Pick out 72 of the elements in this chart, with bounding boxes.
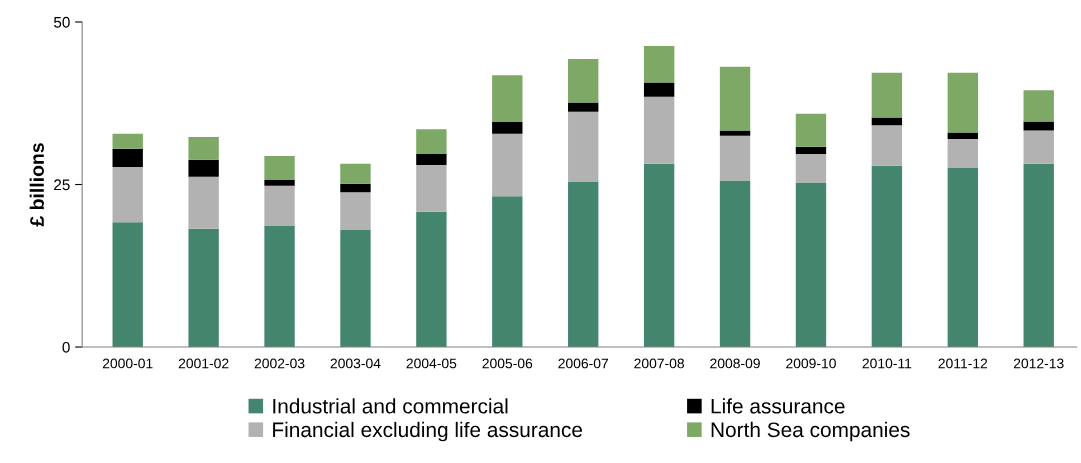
bar <box>1023 130 1054 164</box>
bar <box>719 130 751 136</box>
bar <box>264 179 295 186</box>
bar <box>492 122 523 134</box>
bar <box>1023 90 1054 122</box>
bar <box>112 148 143 167</box>
bar <box>947 139 978 168</box>
x-tick-label: 2006-07 <box>558 358 608 369</box>
bar <box>416 129 447 154</box>
x-tick-label: 2003-04 <box>330 358 381 369</box>
x-tick-label: 2000-01 <box>102 358 153 369</box>
bar <box>1023 121 1054 131</box>
bar <box>188 228 219 348</box>
bar <box>795 182 827 348</box>
bar <box>264 155 295 180</box>
bar <box>947 132 978 139</box>
x-tick-label: 2005-06 <box>482 358 533 369</box>
bar <box>719 66 751 131</box>
x-tick-label: 2009-10 <box>786 358 836 369</box>
bar <box>492 75 523 123</box>
bar <box>871 72 903 118</box>
bar <box>568 181 599 348</box>
bar <box>795 146 827 154</box>
bar <box>340 183 371 193</box>
bar <box>188 137 219 160</box>
y-tick-label: 0 <box>62 341 70 353</box>
bar <box>871 165 903 348</box>
bar <box>643 82 675 97</box>
bar <box>719 180 751 348</box>
bar <box>492 133 523 197</box>
legend-label: Industrial and commercial <box>273 398 508 414</box>
bar <box>871 125 903 166</box>
bar <box>643 46 675 83</box>
bar <box>340 163 371 184</box>
bar <box>188 159 219 177</box>
bar <box>340 192 371 231</box>
y-tick-label: 25 <box>54 179 70 191</box>
bar <box>112 133 143 149</box>
bar <box>568 111 599 182</box>
bar <box>643 96 675 164</box>
x-tick-label: 2010-11 <box>862 358 912 369</box>
legend-label: North Sea companies <box>711 421 910 442</box>
y-tick-label: 50 <box>53 16 70 28</box>
x-tick-label: 2001-02 <box>178 358 229 369</box>
bar <box>568 59 599 103</box>
x-tick-label: 2012-13 <box>1013 358 1064 369</box>
x-tick-label: 2004-05 <box>406 358 457 369</box>
bar <box>340 230 371 348</box>
bar <box>264 185 295 227</box>
bar <box>416 153 447 165</box>
bar <box>795 113 827 147</box>
bar <box>112 166 143 223</box>
bar <box>947 72 978 133</box>
legend-label: Life assurance <box>711 398 845 414</box>
x-tick-label: 2007-08 <box>634 358 685 369</box>
bar <box>416 165 447 212</box>
bar <box>947 167 978 348</box>
x-tick-label: 2011-12 <box>938 358 988 369</box>
x-tick-label: 2002-03 <box>254 358 305 369</box>
legend-label: Financial excluding life assurance <box>273 421 583 442</box>
bar <box>492 196 523 348</box>
bar <box>112 222 143 348</box>
bar <box>643 163 675 348</box>
x-tick-label: 2008-09 <box>710 358 760 369</box>
bar <box>719 135 751 181</box>
bar <box>264 226 295 348</box>
y-axis-title: £ billions <box>29 143 44 227</box>
bar <box>416 211 447 348</box>
bar <box>568 102 599 112</box>
bar <box>188 176 219 229</box>
bar <box>795 153 827 183</box>
bar <box>1023 163 1054 348</box>
